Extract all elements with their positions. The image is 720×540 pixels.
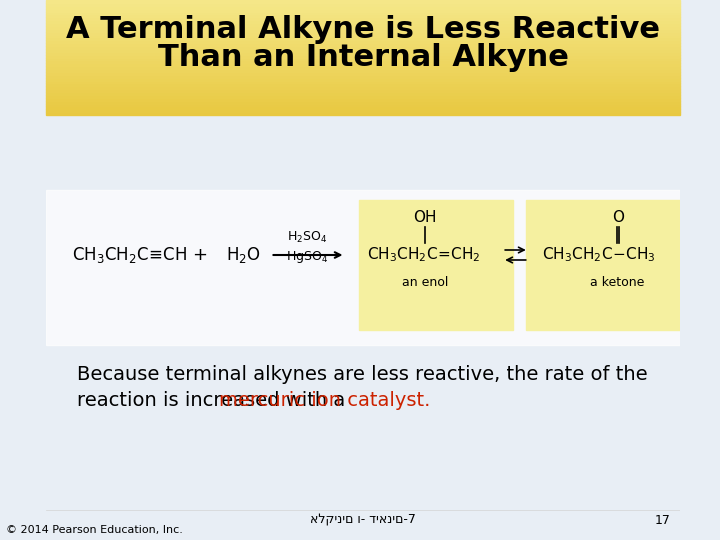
Text: $\mathregular{CH_3CH_2C\!\equiv\!CH}$: $\mathregular{CH_3CH_2C\!\equiv\!CH}$ [72, 245, 188, 265]
Bar [46, 32, 680, 35]
Text: אלקינים ו- דיאנים-7: אלקינים ו- דיאנים-7 [310, 514, 416, 526]
Bar [46, 109, 680, 112]
Bar [46, 106, 680, 109]
Bar [46, 95, 680, 98]
Text: $\mathregular{H_2SO_4}$: $\mathregular{H_2SO_4}$ [287, 230, 328, 245]
Text: reaction is increased with a: reaction is increased with a [76, 390, 351, 409]
Text: mercuric ion catalyst.: mercuric ion catalyst. [220, 390, 431, 409]
Bar [46, 63, 680, 66]
Bar [46, 86, 680, 89]
Bar [46, 20, 680, 23]
Text: $\mathregular{CH_3CH_2C\!=\!CH_2}$: $\mathregular{CH_3CH_2C\!=\!CH_2}$ [367, 246, 481, 265]
Text: $\mathregular{CH_3CH_2C\!-\!CH_3}$: $\mathregular{CH_3CH_2C\!-\!CH_3}$ [542, 246, 655, 265]
Bar [46, 37, 680, 40]
Bar [46, 11, 680, 15]
Text: $\mathregular{HgSO_4}$: $\mathregular{HgSO_4}$ [287, 249, 328, 265]
Bar [46, 104, 680, 106]
Bar [526, 200, 680, 330]
Bar [46, 43, 680, 46]
Bar [46, 83, 680, 86]
Bar [46, 80, 680, 83]
Bar [46, 26, 680, 29]
Text: Because terminal alkynes are less reactive, the rate of the: Because terminal alkynes are less reacti… [76, 366, 647, 384]
Bar [46, 75, 680, 78]
Bar [46, 17, 680, 20]
Bar [46, 100, 680, 104]
Bar [46, 190, 680, 345]
Bar [46, 52, 680, 55]
Text: O: O [613, 210, 624, 225]
Bar [46, 92, 680, 95]
Bar [46, 49, 680, 52]
Bar [46, 69, 680, 72]
Text: +: + [192, 246, 207, 264]
Bar [46, 6, 680, 9]
Bar [359, 200, 513, 330]
Bar [46, 72, 680, 75]
Bar [46, 89, 680, 92]
Bar [46, 78, 680, 80]
Bar [46, 29, 680, 32]
Bar [46, 66, 680, 69]
Bar [46, 46, 680, 49]
Bar [46, 23, 680, 26]
Text: OH: OH [413, 210, 436, 225]
Bar [46, 0, 680, 3]
Bar [46, 60, 680, 63]
Bar [46, 15, 680, 17]
Text: 17: 17 [654, 514, 670, 526]
Bar [46, 35, 680, 37]
Text: $\mathregular{H_2O}$: $\mathregular{H_2O}$ [227, 245, 261, 265]
Bar [46, 3, 680, 6]
Bar [46, 112, 680, 115]
Bar [46, 40, 680, 43]
Bar [46, 98, 680, 100]
Bar [46, 9, 680, 11]
Text: a ketone: a ketone [590, 276, 644, 289]
Bar [46, 55, 680, 57]
Text: © 2014 Pearson Education, Inc.: © 2014 Pearson Education, Inc. [6, 525, 183, 535]
Text: Than an Internal Alkyne: Than an Internal Alkyne [158, 44, 569, 72]
Text: A Terminal Alkyne is Less Reactive: A Terminal Alkyne is Less Reactive [66, 16, 660, 44]
Text: an enol: an enol [402, 276, 448, 289]
Bar [46, 57, 680, 60]
